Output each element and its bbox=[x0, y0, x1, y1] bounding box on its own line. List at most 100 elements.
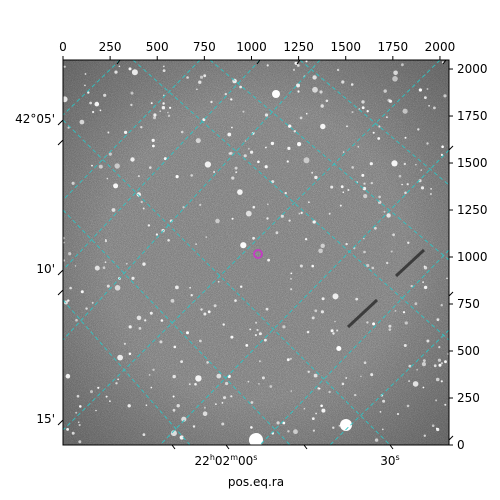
star bbox=[105, 239, 107, 241]
star bbox=[252, 205, 256, 209]
star bbox=[363, 237, 365, 240]
star bbox=[371, 266, 375, 270]
star bbox=[420, 169, 423, 172]
bright-star bbox=[272, 90, 280, 98]
star bbox=[392, 76, 398, 82]
star bbox=[252, 236, 256, 240]
star bbox=[402, 108, 408, 114]
star bbox=[312, 75, 317, 80]
star bbox=[130, 91, 134, 95]
star bbox=[403, 162, 406, 166]
star bbox=[163, 157, 167, 161]
star bbox=[350, 83, 354, 86]
star bbox=[71, 431, 75, 435]
star bbox=[213, 304, 217, 308]
star bbox=[404, 321, 408, 325]
right-tick-label: 500 bbox=[457, 344, 480, 358]
star bbox=[266, 217, 269, 220]
star bbox=[92, 110, 95, 114]
star bbox=[117, 378, 119, 381]
grid-line bbox=[259, 249, 449, 445]
star bbox=[170, 430, 177, 437]
star bbox=[388, 99, 393, 103]
star bbox=[390, 250, 393, 253]
star bbox=[426, 88, 429, 90]
star bbox=[379, 411, 382, 413]
star bbox=[117, 354, 123, 361]
star bbox=[336, 329, 339, 332]
star bbox=[369, 162, 373, 166]
star bbox=[99, 109, 102, 112]
star bbox=[363, 194, 368, 199]
star bbox=[203, 74, 207, 78]
star bbox=[431, 424, 435, 428]
star bbox=[303, 157, 310, 164]
star bbox=[221, 422, 225, 426]
star bbox=[288, 219, 291, 222]
star bbox=[311, 264, 315, 268]
star bbox=[67, 299, 70, 302]
star bbox=[265, 307, 269, 311]
star bbox=[311, 171, 314, 174]
right-tick-label: 1000 bbox=[457, 250, 488, 264]
grid-line bbox=[132, 60, 449, 341]
star bbox=[345, 242, 348, 246]
star bbox=[130, 157, 135, 162]
star bbox=[340, 185, 344, 189]
star bbox=[227, 132, 232, 137]
star bbox=[269, 385, 273, 388]
star bbox=[258, 332, 262, 336]
star bbox=[267, 258, 270, 262]
star bbox=[332, 426, 335, 429]
star bbox=[77, 421, 80, 424]
star bbox=[300, 211, 303, 214]
star bbox=[312, 86, 318, 93]
star bbox=[366, 110, 369, 113]
star bbox=[150, 386, 153, 389]
star bbox=[186, 331, 189, 335]
star bbox=[160, 319, 164, 322]
dec-tick-label: 10' bbox=[36, 262, 55, 276]
star bbox=[440, 304, 443, 307]
star bbox=[106, 177, 109, 180]
star bbox=[332, 293, 339, 300]
star bbox=[397, 413, 399, 415]
star bbox=[446, 277, 448, 280]
satellite-streak bbox=[394, 248, 426, 278]
star bbox=[305, 60, 308, 63]
star bbox=[290, 272, 293, 275]
star bbox=[145, 404, 148, 407]
star bbox=[289, 357, 292, 360]
star bbox=[320, 123, 326, 130]
star bbox=[336, 68, 340, 72]
star bbox=[313, 373, 318, 378]
star bbox=[103, 93, 107, 97]
star bbox=[186, 76, 189, 79]
star bbox=[190, 294, 193, 297]
star bbox=[404, 191, 407, 195]
star bbox=[339, 204, 342, 207]
star bbox=[321, 408, 326, 413]
star bbox=[242, 110, 245, 113]
star bbox=[328, 390, 331, 394]
star bbox=[137, 175, 140, 178]
star bbox=[287, 146, 291, 150]
star bbox=[231, 217, 234, 220]
star bbox=[131, 276, 135, 280]
star bbox=[215, 403, 217, 405]
star bbox=[443, 94, 447, 98]
star bbox=[347, 189, 350, 191]
star bbox=[159, 110, 161, 112]
star bbox=[404, 136, 407, 139]
star bbox=[66, 428, 69, 431]
star bbox=[140, 126, 143, 129]
star bbox=[284, 191, 287, 195]
star bbox=[423, 359, 426, 362]
star bbox=[231, 126, 233, 129]
star bbox=[426, 339, 430, 343]
star bbox=[104, 240, 108, 243]
star bbox=[423, 285, 428, 290]
star bbox=[406, 183, 409, 186]
star bbox=[361, 106, 365, 110]
star bbox=[79, 405, 82, 408]
